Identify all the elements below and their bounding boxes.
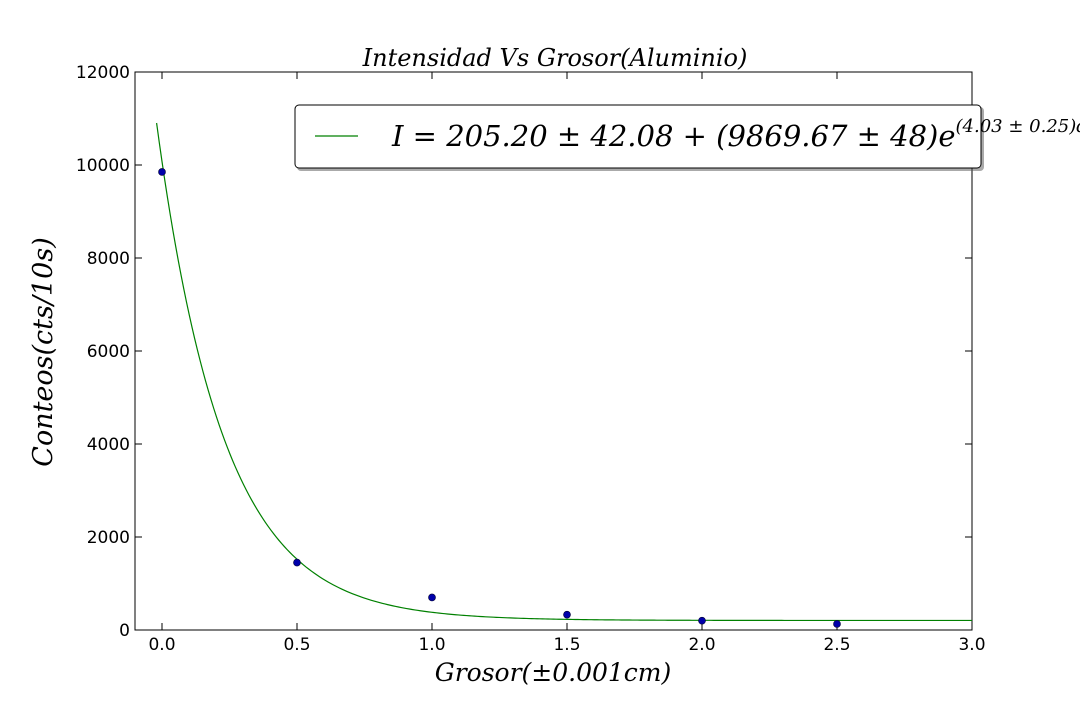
data-points <box>158 168 841 628</box>
data-point <box>428 593 436 602</box>
data-point <box>293 558 301 567</box>
legend-entry-main: I = 205.20 ± 42.08 + (9869.67 ± 48)e <box>391 119 956 153</box>
legend: I = 205.20 ± 42.08 + (9869.67 ± 48)e(4.0… <box>294 104 1080 171</box>
data-point <box>698 616 706 625</box>
data-point <box>158 168 166 176</box>
y-tick-label: 4000 <box>87 435 130 455</box>
x-tick-label: 2.0 <box>688 635 715 655</box>
y-tick-label: 12000 <box>76 63 130 83</box>
chart-title: Intensidad Vs Grosor(Aluminio) <box>362 44 748 72</box>
y-axis-label: Conteos(cts/10s) <box>28 237 59 466</box>
legend-box <box>294 104 982 169</box>
y-tick-label: 6000 <box>87 342 130 362</box>
x-tick-label: 1.5 <box>553 635 580 655</box>
x-tick-label: 0.5 <box>283 635 310 655</box>
x-tick-label: 2.5 <box>823 635 850 655</box>
y-tick-label: 10000 <box>76 156 130 176</box>
y-tick-label: 8000 <box>87 249 130 269</box>
y-tick-label: 2000 <box>87 528 130 548</box>
x-axis-label: Grosor(±0.001cm) <box>435 658 672 687</box>
axis-ticks: 0.0 0.5 1.0 1.5 2.0 2.5 3.0 0 2000 4000 6000 8000 10… <box>76 63 986 655</box>
legend-entry-text: I = 205.20 ± 42.08 + (9869.67 ± 48)e(4.0… <box>391 116 1080 153</box>
x-tick-label: 1.0 <box>418 635 445 655</box>
data-point <box>833 620 841 628</box>
x-tick-label: 0.0 <box>148 635 175 655</box>
y-tick-label: 0 <box>119 621 130 641</box>
legend-entry-exponent: (4.03 ± 0.25)d <box>956 116 1080 137</box>
data-point <box>563 610 571 619</box>
x-tick-label: 3.0 <box>958 635 985 655</box>
